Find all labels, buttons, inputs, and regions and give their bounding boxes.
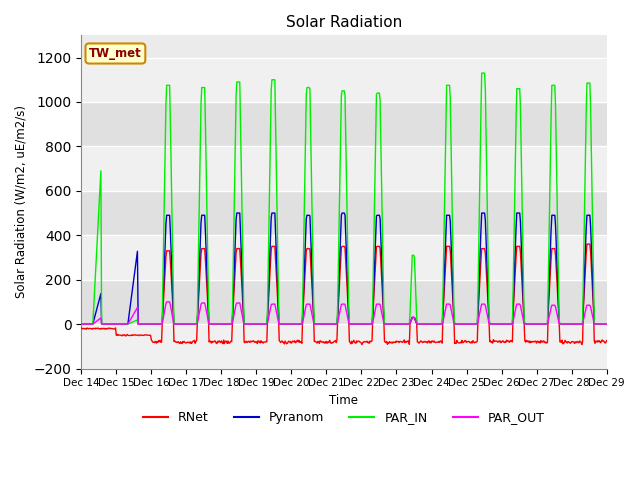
PAR_OUT bbox=[408, 314, 416, 320]
Bar bbox=[81, 280, 607, 324]
Bar bbox=[81, 58, 607, 102]
Line: PAR_OUT: PAR_OUT bbox=[81, 302, 607, 324]
PAR_IN bbox=[478, 70, 486, 76]
PAR_IN bbox=[87, 321, 95, 327]
Pyranom bbox=[424, 321, 431, 327]
RNet bbox=[583, 241, 591, 247]
RNet bbox=[77, 325, 85, 331]
RNet bbox=[195, 305, 202, 311]
PAR_IN bbox=[423, 321, 431, 327]
Pyranom bbox=[87, 321, 95, 327]
PAR_OUT bbox=[195, 313, 203, 319]
RNet bbox=[222, 338, 230, 344]
Title: Solar Radiation: Solar Radiation bbox=[286, 15, 402, 30]
RNet bbox=[87, 326, 95, 332]
Bar bbox=[81, 102, 607, 146]
Line: RNet: RNet bbox=[81, 244, 607, 345]
Bar bbox=[81, 235, 607, 280]
Line: PAR_IN: PAR_IN bbox=[81, 73, 607, 324]
PAR_IN bbox=[222, 321, 230, 327]
PAR_OUT bbox=[87, 321, 95, 327]
RNet bbox=[603, 337, 611, 343]
Pyranom bbox=[195, 298, 202, 303]
PAR_OUT bbox=[603, 321, 611, 327]
PAR_IN bbox=[603, 321, 611, 327]
Pyranom bbox=[141, 321, 148, 327]
PAR_OUT bbox=[424, 321, 431, 327]
RNet bbox=[408, 314, 416, 320]
Bar bbox=[81, 191, 607, 235]
Pyranom bbox=[77, 321, 85, 327]
Text: TW_met: TW_met bbox=[89, 47, 142, 60]
Bar bbox=[81, 324, 607, 369]
Line: Pyranom: Pyranom bbox=[81, 213, 607, 324]
Pyranom bbox=[603, 321, 611, 327]
PAR_OUT bbox=[77, 321, 85, 327]
PAR_IN bbox=[141, 321, 148, 327]
Pyranom bbox=[233, 210, 241, 216]
PAR_OUT bbox=[163, 299, 170, 305]
Bar bbox=[81, 146, 607, 191]
Legend: RNet, Pyranom, PAR_IN, PAR_OUT: RNet, Pyranom, PAR_IN, PAR_OUT bbox=[138, 406, 550, 429]
RNet bbox=[424, 340, 431, 346]
RNet bbox=[358, 342, 365, 348]
PAR_OUT bbox=[223, 321, 230, 327]
X-axis label: Time: Time bbox=[330, 394, 358, 407]
RNet bbox=[141, 332, 148, 338]
PAR_IN bbox=[195, 270, 202, 276]
PAR_IN bbox=[77, 321, 85, 327]
PAR_IN bbox=[408, 269, 415, 275]
Pyranom bbox=[408, 314, 416, 320]
Pyranom bbox=[222, 321, 230, 327]
PAR_OUT bbox=[141, 321, 148, 327]
Y-axis label: Solar Radiation (W/m2, uE/m2/s): Solar Radiation (W/m2, uE/m2/s) bbox=[15, 106, 28, 299]
